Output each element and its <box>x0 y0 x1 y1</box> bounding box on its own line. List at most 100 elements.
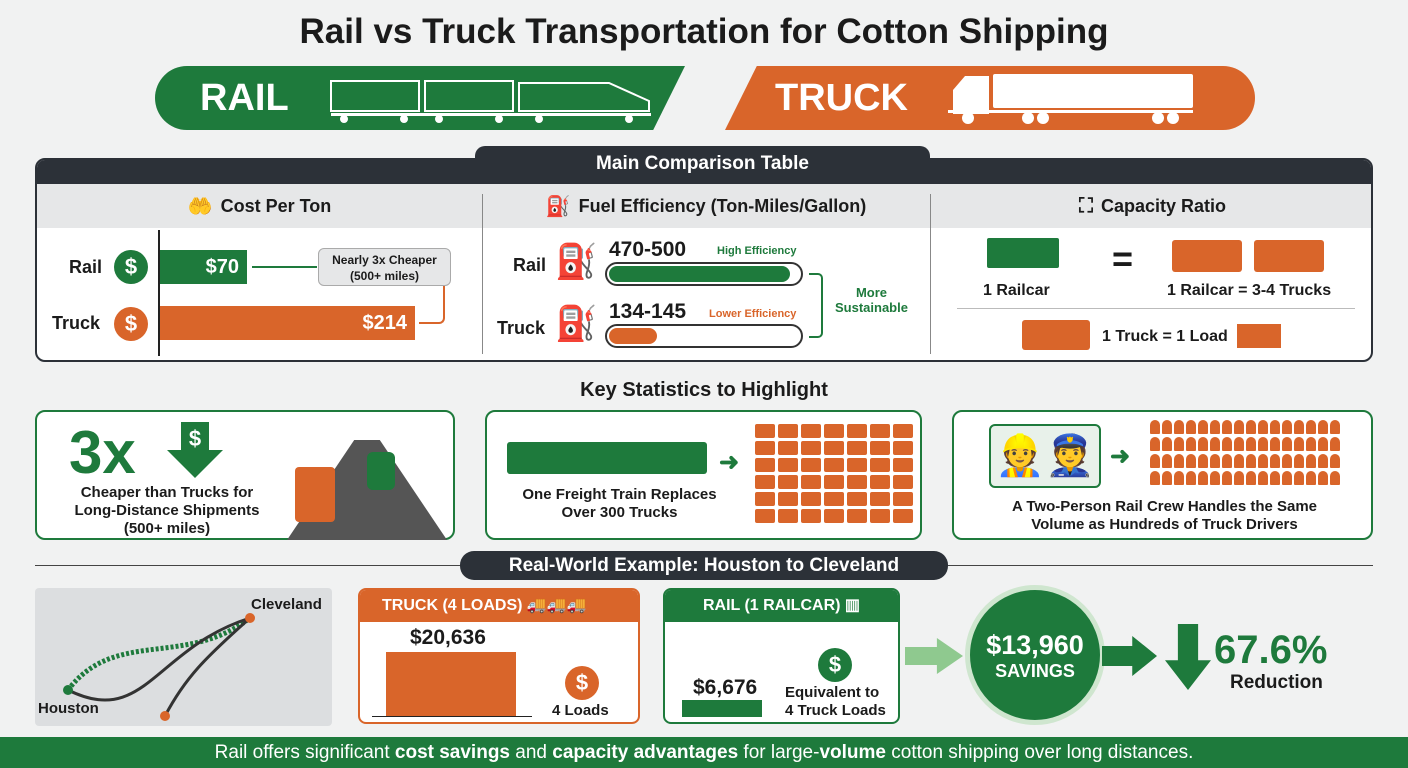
train-icon <box>329 80 651 123</box>
mini-truck-icon <box>847 475 867 489</box>
driver-icon <box>1150 420 1160 434</box>
railcar-icon <box>987 238 1059 268</box>
truck-banner: TRUCK <box>725 66 1255 130</box>
driver-icon <box>1294 471 1304 485</box>
truck-icon <box>1022 320 1090 350</box>
stat-card-crew: 👷👮 ➜ A Two-Person Rail Crew Handles the … <box>952 410 1373 540</box>
mini-truck-icon <box>755 424 775 438</box>
mini-truck-icon <box>870 441 890 455</box>
mini-truck-icon <box>755 509 775 523</box>
rail-cost-bar <box>682 700 762 717</box>
driver-icon <box>1186 437 1196 451</box>
driver-icon <box>1174 437 1184 451</box>
mini-truck-icon <box>801 509 821 523</box>
truck-cost-bar <box>386 652 516 716</box>
mini-truck-icon <box>755 441 775 455</box>
rail-cost: $6,676 <box>693 676 758 699</box>
truck-icon <box>1254 240 1324 272</box>
truck-load-label: 1 Truck = 1 Load <box>1102 328 1228 345</box>
driver-icon <box>1282 454 1292 468</box>
savings-badge: $13,960 SAVINGS <box>965 585 1105 725</box>
example-title: Real-World Example: Houston to Cleveland <box>460 551 948 580</box>
rail-card-header: RAIL (1 RAILCAR) ▥ <box>665 590 898 622</box>
mini-truck-icon <box>755 492 775 506</box>
driver-icon <box>1198 437 1208 451</box>
mini-truck-icon <box>824 492 844 506</box>
cost-truck-label: Truck <box>52 313 101 333</box>
drivers-grid <box>1150 420 1340 485</box>
driver-icon <box>1222 471 1232 485</box>
mini-truck-icon <box>755 475 775 489</box>
driver-icon <box>1210 471 1220 485</box>
driver-icon <box>1246 420 1256 434</box>
mini-truck-icon <box>870 458 890 472</box>
fuel-header: ⛽ Fuel Efficiency (Ton-Miles/Gallon) <box>545 195 867 218</box>
stat-card-cheaper: 3x $ Cheaper than Trucks for Long-Distanc… <box>35 410 455 540</box>
capacity-equiv: 1 Railcar = 3-4 Trucks <box>1167 282 1332 299</box>
hand-dollar-icon: 🤲 <box>187 195 213 218</box>
driver-icon <box>1282 437 1292 451</box>
driver-icon <box>1306 420 1316 434</box>
driver-icon <box>1318 454 1328 468</box>
mini-truck-icon <box>778 441 798 455</box>
driver-icon <box>1210 437 1220 451</box>
stats-title: Key Statistics to Highlight <box>580 379 828 401</box>
mini-truck-icon <box>893 441 913 455</box>
dollar-icon: $ <box>114 307 148 341</box>
driver-icon <box>1198 454 1208 468</box>
arrow-right-icon <box>1102 636 1157 676</box>
truck-icon <box>295 467 335 522</box>
route-lines <box>63 613 255 721</box>
mini-truck-icon <box>824 458 844 472</box>
driver-icon <box>1270 420 1280 434</box>
driver-icon <box>1330 454 1340 468</box>
driver-icon <box>1330 471 1340 485</box>
driver-icon <box>1246 454 1256 468</box>
cost-truck-bar: $214 <box>160 306 415 340</box>
mini-truck-icon <box>801 475 821 489</box>
railcar-icon: ▥ <box>844 597 861 614</box>
driver-icon <box>1234 471 1244 485</box>
mini-truck-icon <box>893 458 913 472</box>
equals-sign: = <box>1112 238 1134 279</box>
stat-train-text: One Freight Train Replaces Over 300 Truck… <box>522 486 717 521</box>
driver-icon <box>1234 454 1244 468</box>
driver-icon <box>1258 437 1268 451</box>
driver-icon <box>1150 437 1160 451</box>
mini-truck-icon <box>801 424 821 438</box>
railcar-label: 1 Railcar <box>983 282 1050 299</box>
mini-truck-icon <box>847 492 867 506</box>
mini-truck-icon <box>893 492 913 506</box>
driver-icon <box>1174 420 1184 434</box>
rail-banner: RAIL <box>155 66 685 130</box>
fuel-pump-icon: ⛽ <box>555 305 598 343</box>
driver-icon <box>1222 454 1232 468</box>
mini-truck-icon <box>870 492 890 506</box>
driver-icon <box>1210 454 1220 468</box>
mini-truck-icon <box>801 441 821 455</box>
map-origin: Houston <box>38 700 99 717</box>
mini-truck-icon <box>870 475 890 489</box>
fuel-rail-bar <box>605 262 803 286</box>
truck-cost-card: TRUCK (4 LOADS) 🚚🚚🚚 $20,636 $ 4 Loads <box>358 588 640 724</box>
driver-icon <box>1330 420 1340 434</box>
driver-icon <box>1258 454 1268 468</box>
mini-truck-icon <box>801 458 821 472</box>
driver-icon <box>1318 471 1328 485</box>
driver-icon <box>1294 454 1304 468</box>
driver-icon <box>1162 471 1172 485</box>
truck-icon <box>947 74 1193 124</box>
driver-icon <box>1270 471 1280 485</box>
truck-loads: 4 Loads <box>552 702 609 719</box>
mini-truck-icon <box>847 441 867 455</box>
truck-grid <box>755 424 913 523</box>
driver-icon <box>1270 454 1280 468</box>
driver-icon <box>1198 420 1208 434</box>
dollar-icon: $ <box>114 250 148 284</box>
box-icon <box>1237 324 1281 348</box>
arrow-right-icon <box>905 638 963 674</box>
mini-truck-icon <box>824 424 844 438</box>
driver-icon <box>1186 471 1196 485</box>
freight-train-icon <box>507 442 707 474</box>
arrow-down-icon <box>1165 624 1211 690</box>
